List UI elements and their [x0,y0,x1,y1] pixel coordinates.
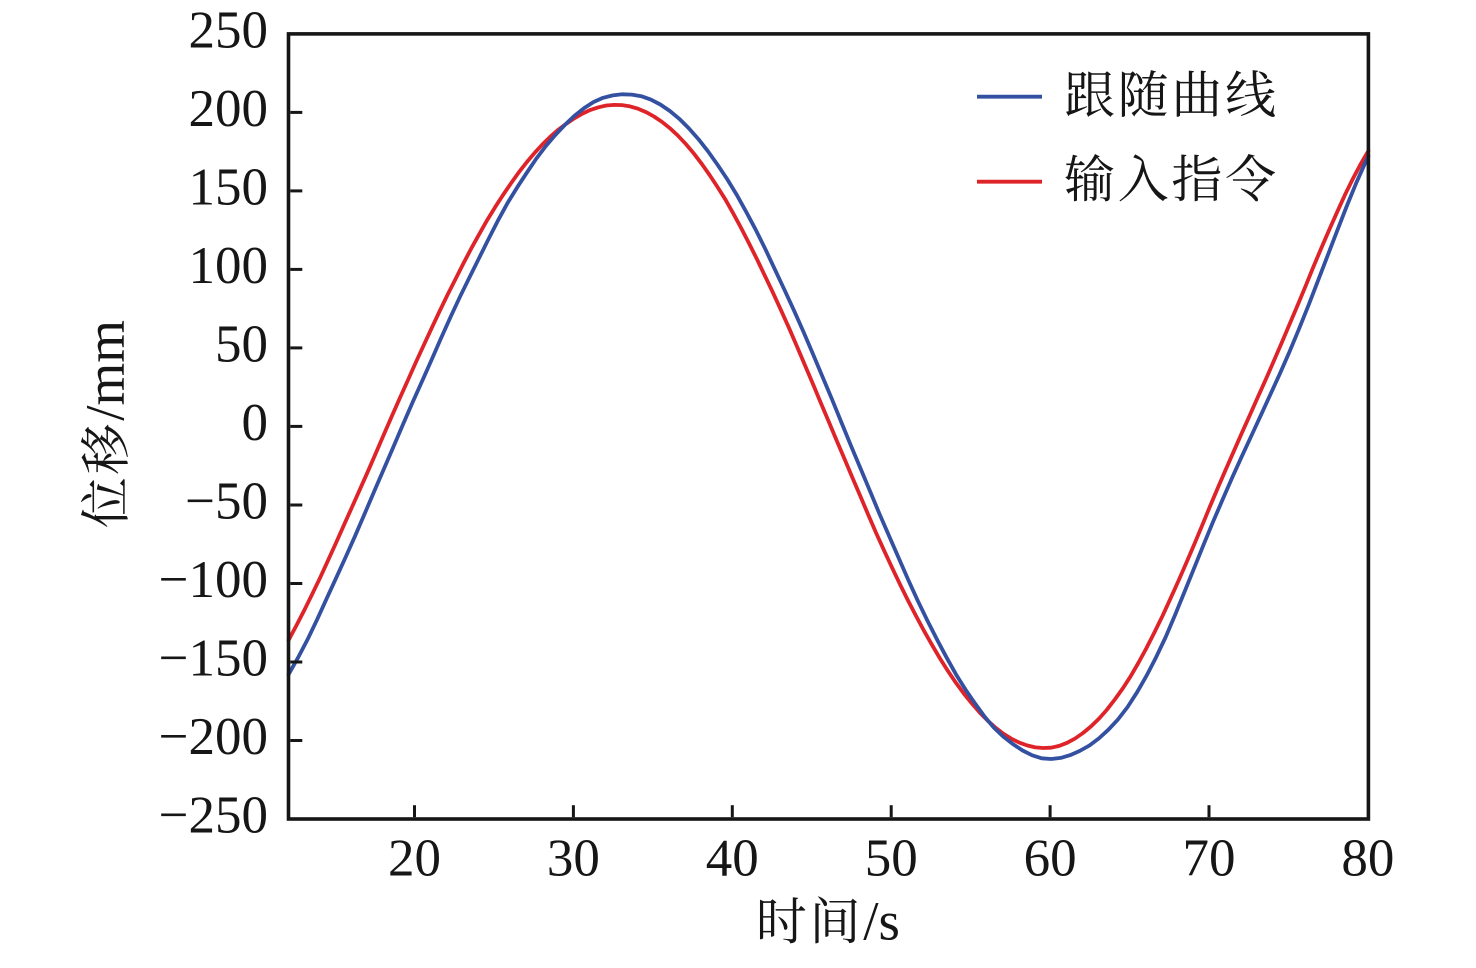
svg-text:−50: −50 [185,473,268,531]
svg-text:−150: −150 [159,630,268,688]
svg-text:200: 200 [189,80,269,138]
svg-text:250: 250 [189,2,269,60]
svg-text:150: 150 [189,159,269,217]
svg-text:−200: −200 [159,708,268,766]
svg-text:40: 40 [706,829,759,887]
svg-text:20: 20 [388,829,441,887]
svg-text:60: 60 [1024,829,1077,887]
svg-text:50: 50 [865,829,918,887]
svg-text:70: 70 [1183,829,1236,887]
svg-text:/s: /s [863,890,900,951]
svg-text:30: 30 [547,829,600,887]
svg-text:−100: −100 [159,551,268,609]
svg-text:50: 50 [215,316,268,374]
svg-text:/mm: /mm [75,320,136,421]
svg-text:80: 80 [1341,829,1394,887]
svg-text:0: 0 [242,394,269,452]
svg-text:100: 100 [189,237,269,295]
svg-text:−250: −250 [159,787,268,845]
